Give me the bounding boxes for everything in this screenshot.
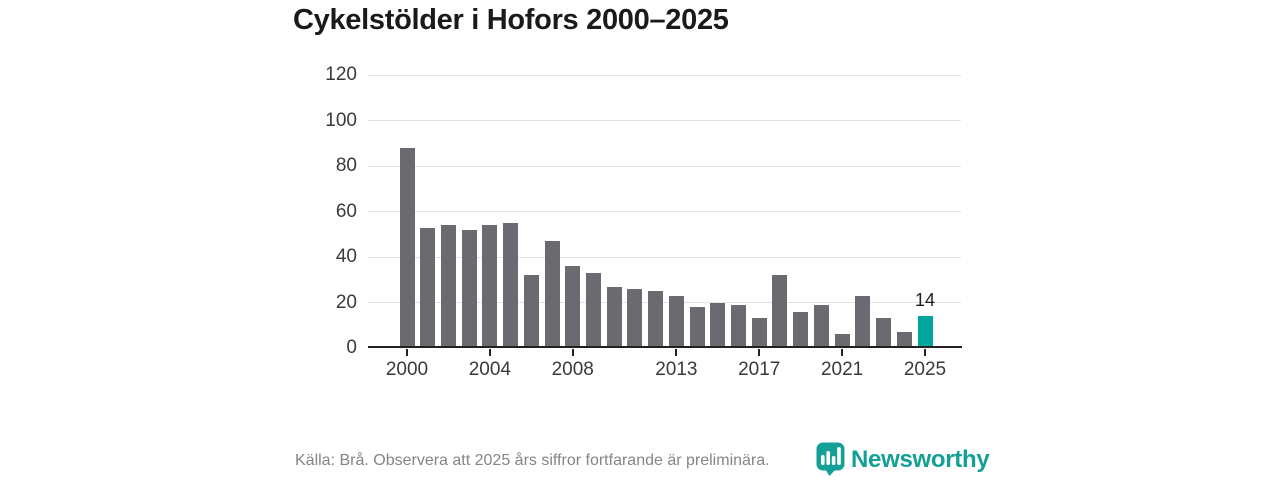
bar-2019 [793,311,809,348]
gridline-y-120 [368,74,961,76]
x-axis-label-2008: 2008 [551,359,594,380]
y-axis-label-60: 60 [335,200,357,222]
bar-2011 [627,288,643,348]
x-axis-line [368,345,962,349]
bar-2003 [461,229,477,348]
gridline-y-100 [368,120,961,122]
bar-2005 [503,223,519,348]
bar-2010 [606,286,622,348]
bar-2013 [668,295,684,348]
gridline-y-20 [368,301,961,304]
gridline-y-60 [368,211,961,213]
newsworthy-wordmark: Newsworthy [851,446,990,473]
y-axis-label-20: 20 [335,291,357,313]
x-axis-label-2013: 2013 [655,359,698,380]
bar-2012 [648,291,664,348]
bar-2020 [813,304,829,348]
x-tick-2013 [675,349,678,356]
bar-2017 [751,318,767,348]
bar-2009 [585,273,601,348]
bar-value-label-2025: 14 [914,290,936,310]
y-axis-label-40: 40 [335,246,357,268]
source-note: Källa: Brå. Observera att 2025 års siffr… [295,452,770,469]
bar-2001 [420,227,436,348]
y-axis-label-120: 120 [325,64,357,86]
y-axis-label-80: 80 [335,155,357,177]
bar-2018 [772,275,788,348]
x-tick-2021 [841,349,844,356]
x-tick-2000 [406,349,408,356]
newsworthy-logo: Newsworthy [816,442,990,476]
bar-2024 [896,332,912,348]
bar-2007 [544,241,560,348]
bar-2004 [482,225,498,348]
chart-title: Cykelstölder i Hofors 2000–2025 [293,4,729,36]
x-axis-label-2000: 2000 [385,359,429,380]
bar-2021 [834,334,850,348]
bar-2015 [710,302,726,348]
x-axis-label-2021: 2021 [820,359,864,380]
bar-2025 [917,316,933,348]
newsworthy-icon [816,442,845,476]
bar-2014 [689,307,705,348]
bar-2000 [399,148,415,348]
gridline-y-80 [368,165,961,167]
x-tick-2004 [488,349,491,356]
bar-2023 [876,318,892,348]
x-tick-2017 [758,349,761,356]
x-tick-2025 [924,349,926,356]
x-axis-label-2017: 2017 [738,359,781,380]
x-tick-2008 [571,349,574,356]
y-axis-label-0: 0 [346,337,357,358]
bar-2006 [523,275,539,348]
bar-2002 [440,225,456,348]
x-axis-label-2004: 2004 [468,359,512,380]
bar-2022 [855,295,871,348]
bar-2016 [731,304,747,348]
bar-2008 [565,266,581,348]
y-axis-label-100: 100 [325,109,357,131]
gridline-y-40 [368,256,961,258]
x-axis-label-2025: 2025 [903,359,947,380]
